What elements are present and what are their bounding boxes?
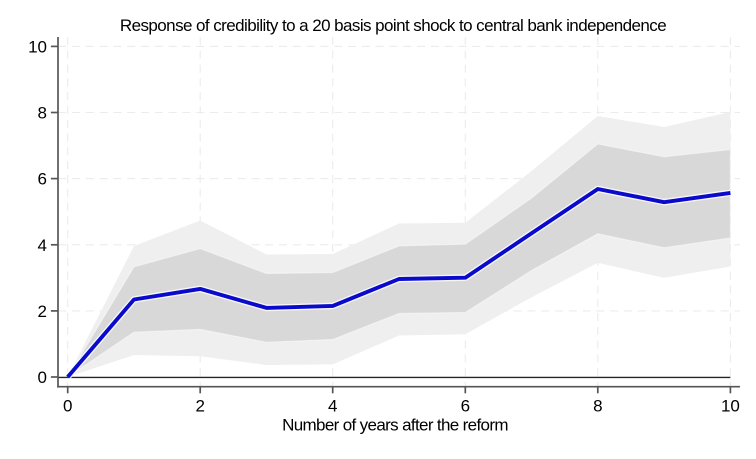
svg-text:6: 6 [38, 170, 47, 189]
svg-text:4: 4 [38, 236, 47, 255]
svg-text:10: 10 [721, 396, 740, 415]
svg-text:8: 8 [593, 396, 602, 415]
svg-text:Response of credibility to a 2: Response of credibility to a 20 basis po… [120, 16, 666, 35]
svg-text:6: 6 [461, 396, 470, 415]
svg-text:0: 0 [63, 396, 72, 415]
svg-text:10: 10 [28, 37, 47, 56]
svg-text:4: 4 [328, 396, 337, 415]
svg-text:8: 8 [38, 104, 47, 123]
svg-text:0: 0 [38, 368, 47, 387]
svg-text:2: 2 [195, 396, 204, 415]
svg-text:Number of years after the refo: Number of years after the reform [282, 416, 508, 435]
svg-text:2: 2 [38, 302, 47, 321]
